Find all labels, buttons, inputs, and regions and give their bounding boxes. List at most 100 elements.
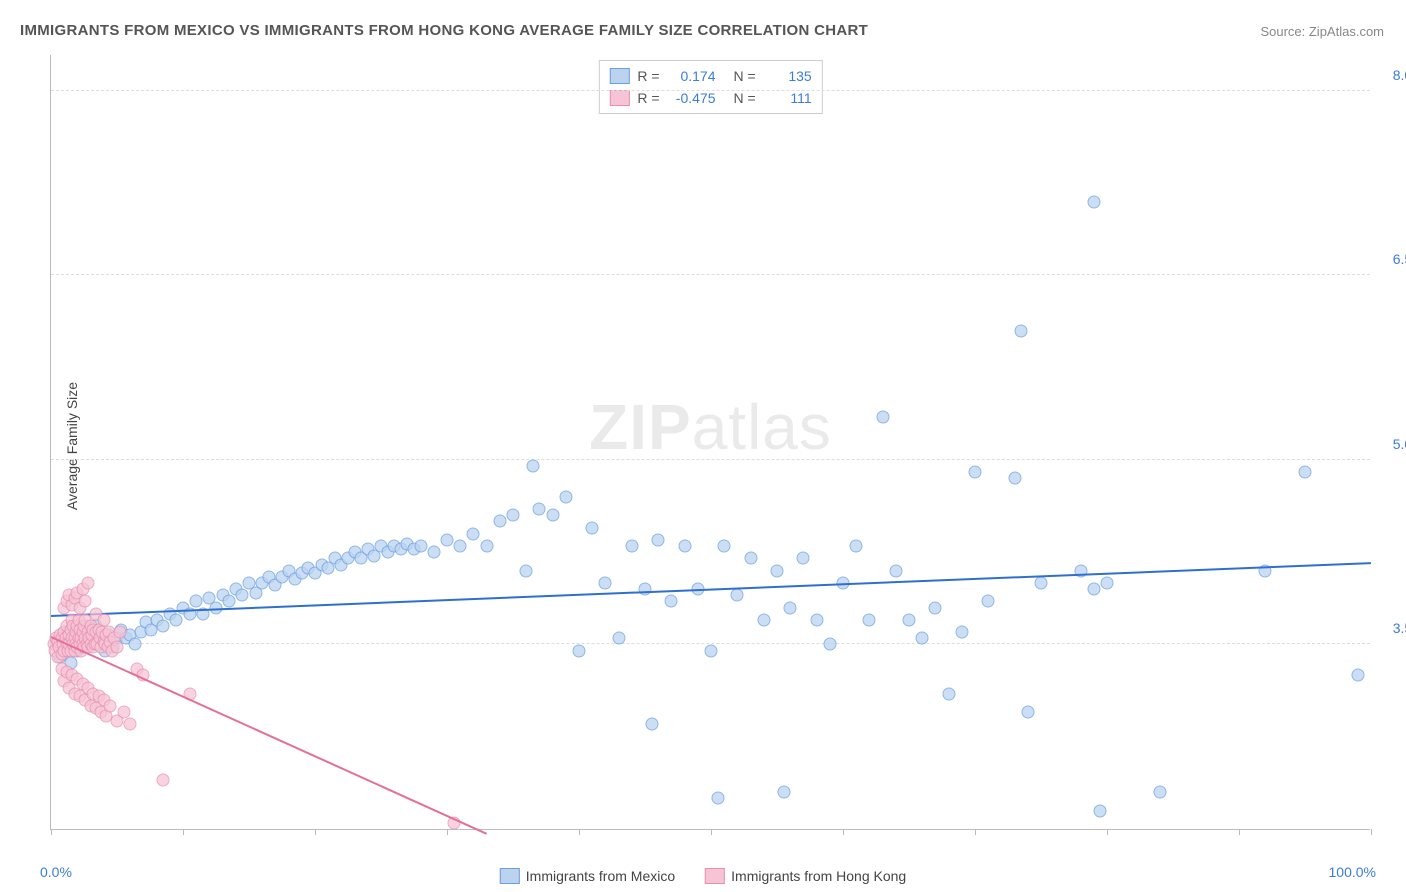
data-point bbox=[81, 576, 94, 589]
data-point bbox=[117, 706, 130, 719]
x-axis-min-label: 0.0% bbox=[40, 864, 72, 880]
data-point bbox=[665, 595, 678, 608]
data-point bbox=[223, 595, 236, 608]
data-point bbox=[889, 564, 902, 577]
stat-n-label: N = bbox=[734, 65, 756, 87]
data-point bbox=[916, 632, 929, 645]
data-point bbox=[639, 583, 652, 596]
plot-area: ZIPatlas R =0.174N =135R =-0.475N =111 3… bbox=[50, 55, 1370, 830]
data-point bbox=[1015, 324, 1028, 337]
data-point bbox=[526, 460, 539, 473]
x-tick bbox=[711, 829, 712, 835]
data-point bbox=[784, 601, 797, 614]
gridline bbox=[51, 459, 1370, 460]
stat-n-value: 135 bbox=[764, 65, 812, 87]
data-point bbox=[823, 638, 836, 651]
data-point bbox=[612, 632, 625, 645]
data-point bbox=[467, 527, 480, 540]
data-point bbox=[810, 613, 823, 626]
data-point bbox=[586, 521, 599, 534]
gridline bbox=[51, 274, 1370, 275]
data-point bbox=[1035, 576, 1048, 589]
data-point bbox=[969, 466, 982, 479]
gridline bbox=[51, 90, 1370, 91]
data-point bbox=[625, 540, 638, 553]
data-point bbox=[129, 638, 142, 651]
legend-label: Immigrants from Hong Kong bbox=[731, 868, 906, 884]
legend-item: Immigrants from Hong Kong bbox=[705, 868, 906, 884]
trend-line bbox=[51, 636, 487, 835]
data-point bbox=[493, 515, 506, 528]
data-point bbox=[771, 564, 784, 577]
legend-label: Immigrants from Mexico bbox=[526, 868, 675, 884]
legend-swatch bbox=[609, 68, 629, 84]
legend-swatch bbox=[705, 868, 725, 884]
data-point bbox=[797, 552, 810, 565]
data-point bbox=[1021, 706, 1034, 719]
legend-swatch bbox=[609, 90, 629, 106]
data-point bbox=[559, 490, 572, 503]
data-point bbox=[678, 540, 691, 553]
bottom-legend: Immigrants from Mexico Immigrants from Ho… bbox=[500, 868, 906, 884]
data-point bbox=[903, 613, 916, 626]
stats-row: R =0.174N =135 bbox=[609, 65, 811, 87]
x-tick bbox=[1239, 829, 1240, 835]
data-point bbox=[982, 595, 995, 608]
x-tick bbox=[447, 829, 448, 835]
data-point bbox=[929, 601, 942, 614]
data-point bbox=[777, 786, 790, 799]
x-tick bbox=[843, 829, 844, 835]
legend-swatch bbox=[500, 868, 520, 884]
y-tick-label: 8.00 bbox=[1375, 67, 1406, 83]
data-point bbox=[79, 595, 92, 608]
x-tick bbox=[315, 829, 316, 835]
y-tick-label: 6.50 bbox=[1375, 251, 1406, 267]
data-point bbox=[414, 540, 427, 553]
data-point bbox=[546, 509, 559, 522]
source-label: Source: ZipAtlas.com bbox=[1260, 24, 1384, 39]
data-point bbox=[427, 546, 440, 559]
data-point bbox=[520, 564, 533, 577]
y-tick-label: 5.00 bbox=[1375, 436, 1406, 452]
x-tick bbox=[1107, 829, 1108, 835]
x-tick bbox=[1371, 829, 1372, 835]
data-point bbox=[441, 533, 454, 546]
data-point bbox=[236, 589, 249, 602]
data-point bbox=[113, 626, 126, 639]
stat-r-value: 0.174 bbox=[668, 65, 716, 87]
data-point bbox=[1101, 576, 1114, 589]
data-point bbox=[124, 718, 137, 731]
data-point bbox=[711, 792, 724, 805]
chart-title: IMMIGRANTS FROM MEXICO VS IMMIGRANTS FRO… bbox=[20, 22, 868, 39]
data-point bbox=[1087, 195, 1100, 208]
data-point bbox=[1087, 583, 1100, 596]
data-point bbox=[1094, 804, 1107, 817]
data-point bbox=[876, 410, 889, 423]
chart-container: IMMIGRANTS FROM MEXICO VS IMMIGRANTS FRO… bbox=[0, 0, 1406, 892]
data-point bbox=[170, 613, 183, 626]
data-point bbox=[533, 503, 546, 516]
data-point bbox=[111, 640, 124, 653]
data-point bbox=[645, 718, 658, 731]
data-point bbox=[1351, 669, 1364, 682]
data-point bbox=[573, 644, 586, 657]
x-tick bbox=[51, 829, 52, 835]
data-point bbox=[97, 613, 110, 626]
x-axis-max-label: 100.0% bbox=[1329, 864, 1376, 880]
data-point bbox=[190, 595, 203, 608]
data-point bbox=[599, 576, 612, 589]
data-point bbox=[480, 540, 493, 553]
data-point bbox=[955, 626, 968, 639]
data-point bbox=[652, 533, 665, 546]
data-point bbox=[744, 552, 757, 565]
correlation-stats-box: R =0.174N =135R =-0.475N =111 bbox=[598, 60, 822, 114]
data-point bbox=[863, 613, 876, 626]
data-point bbox=[757, 613, 770, 626]
data-point bbox=[157, 773, 170, 786]
legend-item: Immigrants from Mexico bbox=[500, 868, 675, 884]
data-point bbox=[454, 540, 467, 553]
x-tick bbox=[579, 829, 580, 835]
data-point bbox=[1008, 472, 1021, 485]
data-point bbox=[718, 540, 731, 553]
data-point bbox=[157, 620, 170, 633]
